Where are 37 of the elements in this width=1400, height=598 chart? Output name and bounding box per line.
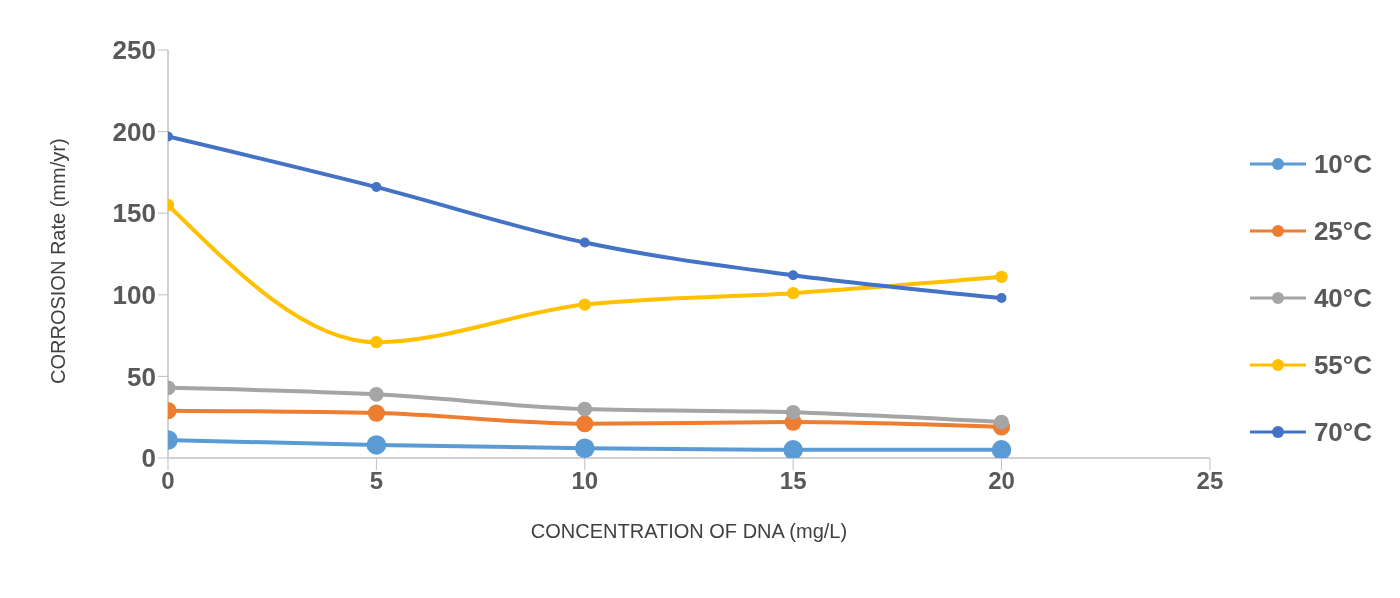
point (367, 404, 385, 422)
point (368, 386, 384, 402)
point (996, 293, 1007, 304)
point (786, 286, 800, 300)
y-tick-label: 250 (112, 35, 156, 66)
point (991, 440, 1012, 458)
point (576, 415, 594, 433)
point (578, 298, 591, 311)
point (995, 270, 1008, 284)
point (783, 440, 803, 458)
y-tick-label: 50 (127, 361, 156, 392)
y-tick-label: 150 (112, 198, 156, 229)
point (370, 335, 383, 349)
x-tick-label: 25 (1196, 467, 1224, 495)
x-tick-label: 15 (779, 467, 807, 495)
y-tick-label: 200 (112, 116, 156, 147)
legend-label: 70°C (1313, 416, 1372, 448)
x-tick-label: 10 (571, 467, 599, 495)
legend-label: 10°C (1313, 148, 1372, 180)
point (579, 237, 590, 248)
point (994, 414, 1009, 430)
point (371, 182, 382, 193)
point (366, 435, 387, 455)
x-tick-label: 0 (161, 467, 175, 495)
point (577, 401, 593, 417)
point (574, 438, 595, 458)
legend-label: 40°C (1313, 282, 1372, 314)
y-axis-title: CORROSION Rate (mm/yr) (47, 138, 70, 384)
x-tick-label: 20 (988, 467, 1015, 495)
legend-label: 55°C (1313, 349, 1372, 381)
x-axis-title: CONCENTRATION OF DNA (mg/L) (530, 520, 848, 542)
y-tick-label: 0 (141, 443, 156, 474)
y-tick-label: 100 (112, 280, 156, 311)
x-tick-label: 5 (369, 467, 384, 495)
legend-label: 25°C (1313, 215, 1372, 247)
point (785, 404, 801, 420)
point (788, 270, 799, 281)
